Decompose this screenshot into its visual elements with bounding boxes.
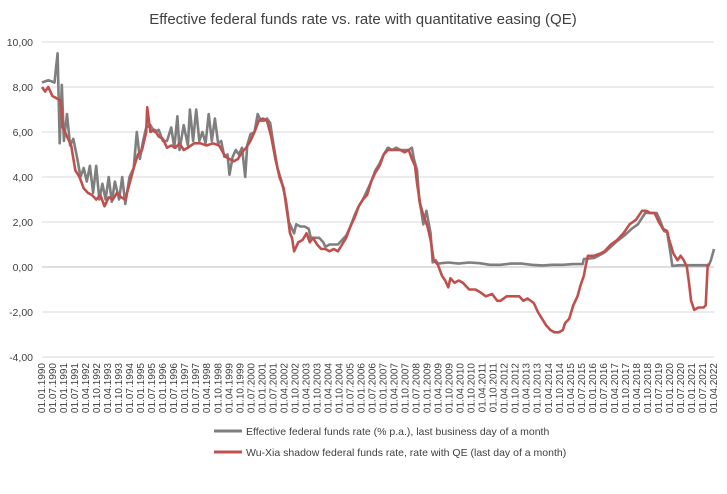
x-tick-label: 01.10.2004 xyxy=(334,363,345,413)
x-tick-label: 01.04.2002 xyxy=(279,363,290,413)
x-tick-label: 01.07.2019 xyxy=(654,363,665,413)
y-tick-label: 6,00 xyxy=(13,127,34,139)
x-tick-label: 01.07.1994 xyxy=(125,363,136,413)
x-tick-label: 01.10.2002 xyxy=(290,363,301,413)
x-tick-label: 01.04.2017 xyxy=(610,363,621,413)
y-axis-ticks: 10,00 8,00 6,00 4,00 2,00 0,00 -2,00 -4,00 xyxy=(7,37,33,364)
x-tick-label: 01.04.2004 xyxy=(323,363,334,413)
series-line-shadow-rate xyxy=(40,85,710,334)
x-tick-label: 01.07.1990 xyxy=(48,363,59,413)
x-tick-label: 01.07.2020 xyxy=(676,363,687,413)
x-tick-label: 01.10.2017 xyxy=(621,363,632,413)
x-tick-label: 01.10.1992 xyxy=(92,363,103,413)
x-tick-label: 01.10.2013 xyxy=(533,363,544,413)
x-tick-label: 01.04.1998 xyxy=(202,363,213,413)
x-tick-label: 01.04.2013 xyxy=(522,363,533,413)
x-tick-label: 01.04.2010 xyxy=(456,363,467,413)
x-tick-label: 01.07.2015 xyxy=(577,363,588,413)
y-tick-label: 0,00 xyxy=(13,262,34,274)
y-tick-label: 2,00 xyxy=(13,217,34,229)
x-tick-label: 01.04.1993 xyxy=(103,363,114,413)
x-tick-label: 01.07.2005 xyxy=(345,363,356,413)
y-tick-label: 10,00 xyxy=(7,37,33,49)
x-tick-label: 01.01.2020 xyxy=(665,363,676,413)
x-tick-label: 01.10.2014 xyxy=(555,363,566,413)
x-tick-label: 01.10.2009 xyxy=(445,363,456,413)
x-tick-label: 01.07.2000 xyxy=(246,363,257,413)
x-tick-label: 01.01.2016 xyxy=(588,363,599,413)
x-tick-label: 01.04.2011 xyxy=(478,363,489,413)
x-tick-label: 01.04.1992 xyxy=(81,363,92,413)
x-tick-label: 01.10.1998 xyxy=(213,363,224,413)
x-tick-label: 01.07.2006 xyxy=(367,363,378,413)
x-tick-label: 01.07.1995 xyxy=(147,363,158,413)
x-tick-label: 01.04.2007 xyxy=(390,363,401,413)
x-tick-label: 01.07.1991 xyxy=(70,363,81,413)
x-tick-label: 01.01.2001 xyxy=(257,363,268,413)
x-tick-label: 01.07.2016 xyxy=(599,363,610,413)
x-tick-label: 01.10.2018 xyxy=(643,363,654,413)
x-tick-label: 01.01.1995 xyxy=(136,363,147,413)
x-tick-label: 01.04.2009 xyxy=(434,363,445,413)
y-tick-label: 8,00 xyxy=(13,82,34,94)
x-tick-label: 01.10.2007 xyxy=(401,363,412,413)
legend-label-effective-rate: Effective federal funds rate (% p.a.), l… xyxy=(246,426,549,438)
legend-label-shadow-rate: Wu-Xia shadow federal funds rate, rate w… xyxy=(246,447,566,459)
x-tick-label: 01.04.2015 xyxy=(566,363,577,413)
x-tick-label: 01.01.2006 xyxy=(356,363,367,413)
x-tick-label: 01.01.2009 xyxy=(423,363,434,413)
x-tick-label: 01.10.1993 xyxy=(114,363,125,413)
x-tick-label: 01.04.2012 xyxy=(500,363,511,413)
series-line-effective-rate xyxy=(41,52,716,268)
x-tick-label: 01.10.2012 xyxy=(511,363,522,413)
x-tick-label: 01.01.1996 xyxy=(158,363,169,413)
x-tick-label: 01.10.2011 xyxy=(489,363,500,413)
x-tick-label: 01.10.2010 xyxy=(467,363,478,413)
chart-title: Effective federal funds rate vs. rate wi… xyxy=(149,11,576,28)
y-tick-label: -4,00 xyxy=(9,352,33,364)
x-tick-label: 01.07.2008 xyxy=(412,363,423,413)
x-tick-label: 01.07.1997 xyxy=(191,363,202,413)
x-tick-label: 01.10.2003 xyxy=(312,363,323,413)
x-tick-label: 01.07.2021 xyxy=(698,363,709,413)
y-tick-label: 4,00 xyxy=(13,172,34,184)
x-tick-label: 01.01.1991 xyxy=(59,363,70,413)
x-tick-label: 01.10.1999 xyxy=(235,363,246,413)
x-tick-label: 01.01.1990 xyxy=(37,363,48,413)
gridlines xyxy=(42,41,714,358)
x-tick-label: 01.04.2018 xyxy=(632,363,643,413)
x-axis-ticks: 01.01.1990 01.07.1990 01.01.1991 01.07.1991… xyxy=(37,363,720,413)
x-tick-label: 01.07.2001 xyxy=(268,363,279,413)
x-tick-label: 01.04.2014 xyxy=(544,363,555,413)
y-tick-label: -2,00 xyxy=(9,307,33,319)
series-lines xyxy=(40,52,716,334)
x-tick-label: 01.01.2021 xyxy=(687,363,698,413)
x-tick-label: 01.07.1996 xyxy=(169,363,180,413)
x-tick-label: 01.01.2007 xyxy=(379,363,390,413)
x-tick-label: 01.04.2022 xyxy=(709,363,720,413)
legend: Effective federal funds rate (% p.a.), l… xyxy=(214,426,566,459)
x-tick-label: 01.04.1999 xyxy=(224,363,235,413)
x-tick-label: 01.04.2003 xyxy=(301,363,312,413)
x-tick-label: 01.01.1997 xyxy=(180,363,191,413)
